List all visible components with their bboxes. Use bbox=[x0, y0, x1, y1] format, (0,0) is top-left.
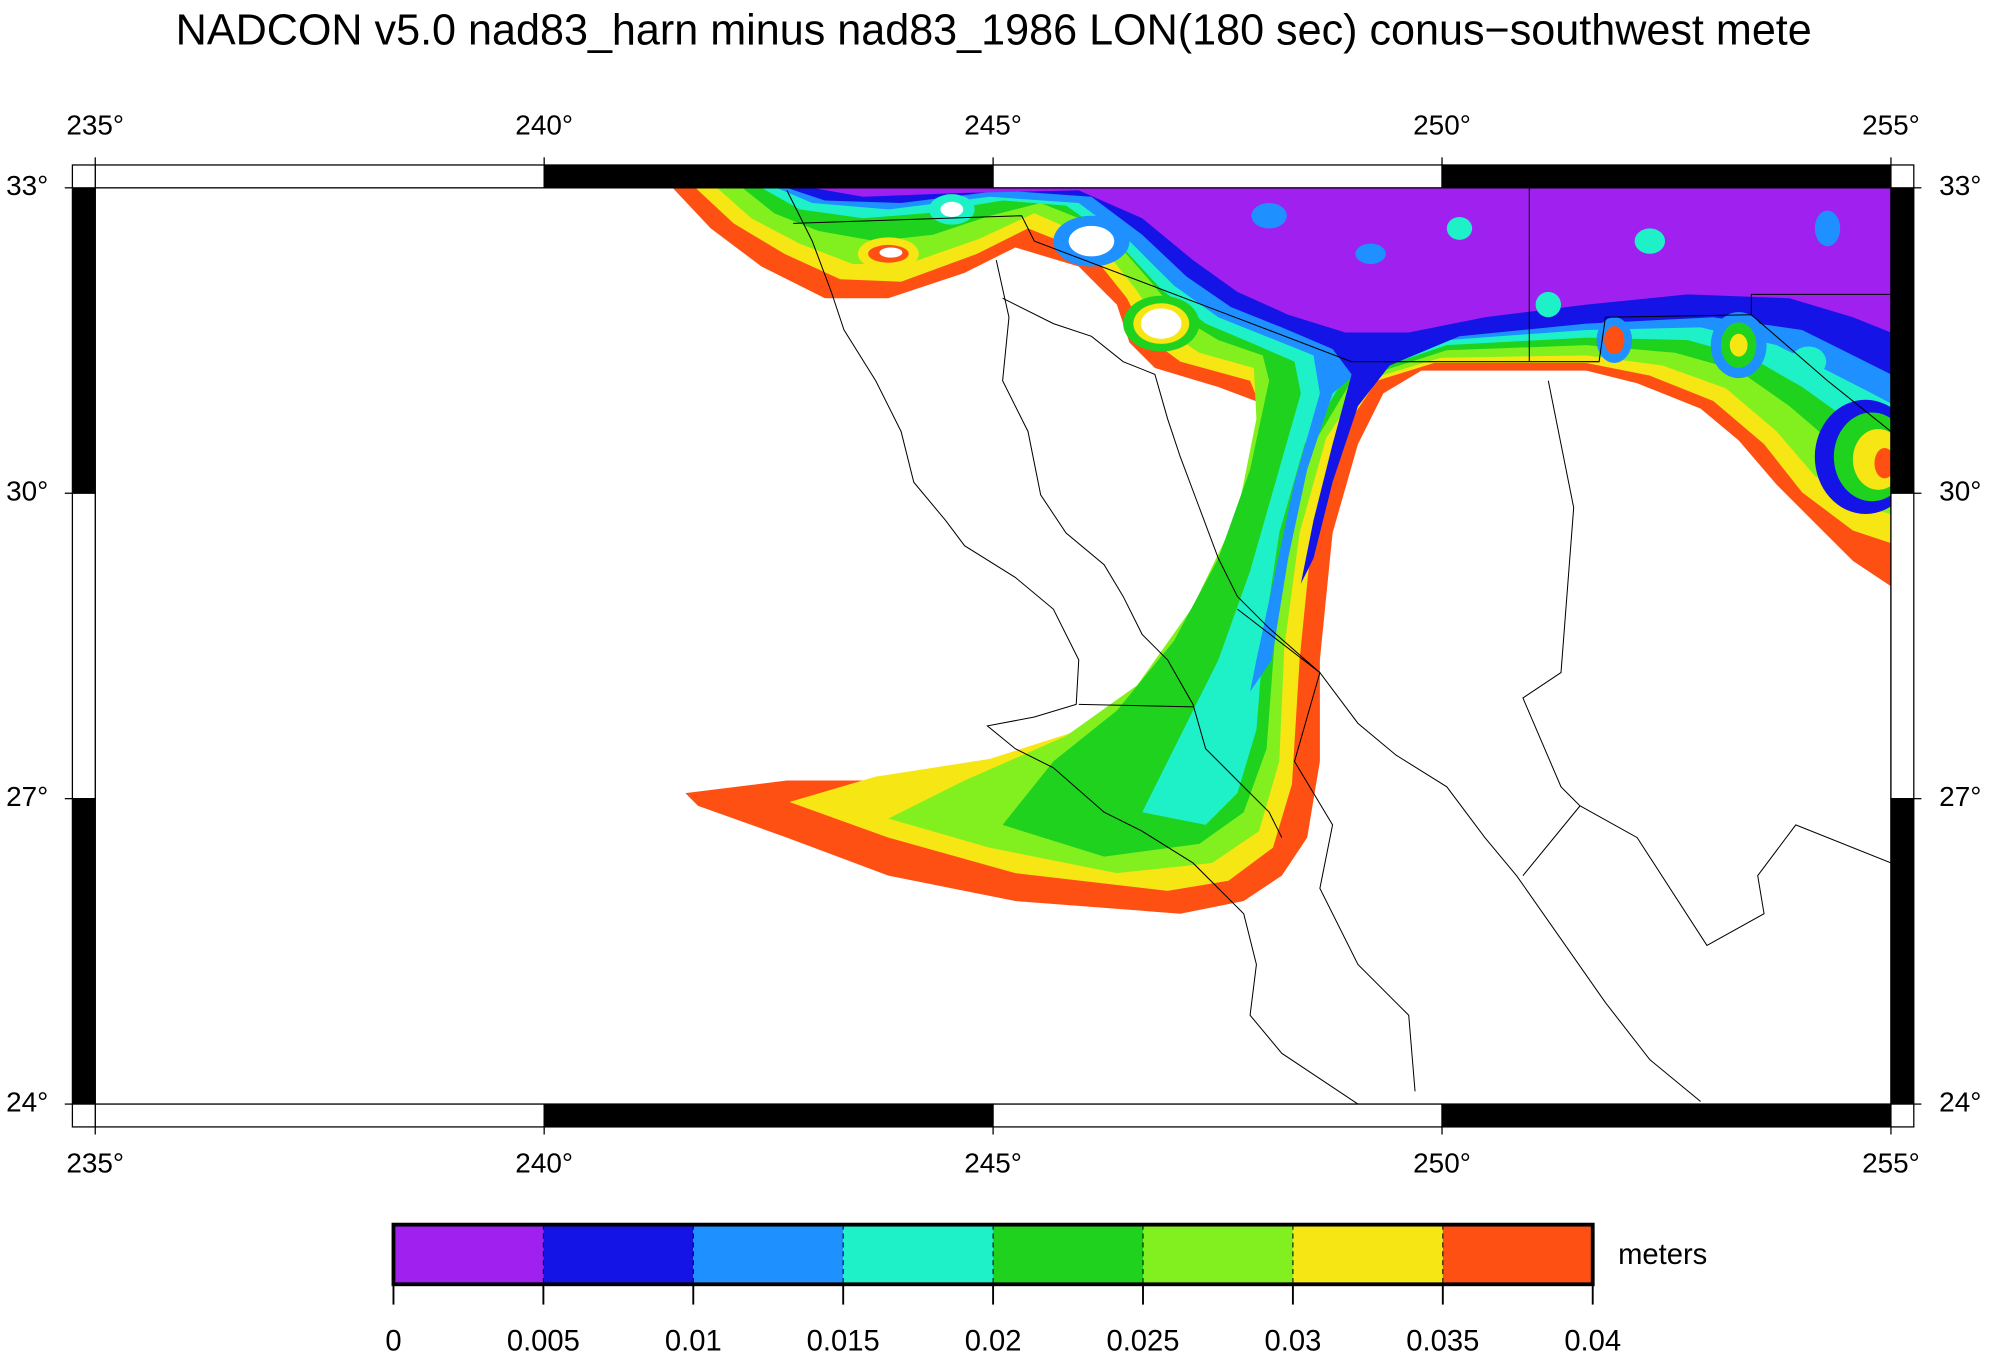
colorbar-tick-label: 0.035 bbox=[1406, 1325, 1479, 1357]
colorbar-tick-label: 0.02 bbox=[965, 1325, 1022, 1357]
colorbar-bin bbox=[843, 1224, 994, 1285]
lon-label: 245° bbox=[964, 109, 1022, 140]
colorbar-bin bbox=[693, 1224, 844, 1285]
frame-corner bbox=[71, 1103, 96, 1128]
lon-label: 240° bbox=[515, 1147, 573, 1178]
colorbar-tick-label: 0 bbox=[385, 1325, 401, 1357]
lat-label: 30° bbox=[6, 476, 48, 507]
frame-segment bbox=[543, 164, 994, 189]
frame-segment bbox=[1890, 187, 1915, 494]
frame-segment bbox=[543, 1103, 994, 1128]
lon-label: 245° bbox=[964, 1147, 1022, 1178]
colorbar-label: meters bbox=[1618, 1239, 1707, 1271]
lat-label: 24° bbox=[1939, 1086, 1981, 1117]
frame-segment bbox=[71, 798, 96, 1105]
lon-label: 235° bbox=[66, 109, 124, 140]
colorbar-bin bbox=[1143, 1224, 1293, 1285]
colorbar-tick-label: 0.03 bbox=[1265, 1325, 1322, 1357]
colorbar-bin bbox=[543, 1224, 694, 1285]
frame-corner bbox=[1890, 1103, 1915, 1128]
lat-label: 30° bbox=[1939, 476, 1981, 507]
coastline bbox=[995, 260, 1283, 838]
colorbar-tick-label: 0.015 bbox=[807, 1325, 880, 1357]
lat-label: 33° bbox=[6, 170, 48, 201]
colorbar-tick-label: 0.01 bbox=[665, 1325, 722, 1357]
colorbar-bin bbox=[1442, 1224, 1593, 1285]
frame-segment bbox=[94, 1103, 545, 1128]
lon-label: 250° bbox=[1413, 1147, 1471, 1178]
frame-segment bbox=[71, 187, 96, 494]
lat-label: 24° bbox=[6, 1086, 48, 1117]
colorbar-tick-label: 0.005 bbox=[507, 1325, 580, 1357]
colorbar-bin bbox=[993, 1224, 1144, 1285]
frame-segment bbox=[1890, 492, 1915, 800]
lon-label: 250° bbox=[1413, 109, 1471, 140]
colorbar-tick-label: 0.04 bbox=[1564, 1325, 1621, 1357]
lon-label: 255° bbox=[1862, 109, 1920, 140]
colorbar-bin bbox=[1292, 1224, 1443, 1285]
frame-segment bbox=[94, 164, 545, 189]
lon-label: 255° bbox=[1862, 1147, 1920, 1178]
border bbox=[793, 215, 1891, 363]
frame-segment bbox=[71, 492, 96, 800]
frame-corner bbox=[1890, 164, 1915, 189]
lat-label: 27° bbox=[6, 781, 48, 812]
coastline bbox=[1002, 297, 1701, 1102]
lat-label: 33° bbox=[1939, 170, 1981, 201]
coastline bbox=[786, 190, 1359, 1105]
frame-segment bbox=[992, 1103, 1443, 1128]
border bbox=[1078, 187, 1891, 1092]
field-purple bbox=[812, 187, 1891, 333]
field-spots bbox=[857, 194, 1891, 514]
colorbar-bin bbox=[393, 1224, 544, 1285]
map-field bbox=[672, 187, 1891, 1105]
lon-label: 240° bbox=[515, 109, 573, 140]
frame-segment bbox=[1441, 1103, 1892, 1128]
frame-segment bbox=[992, 164, 1443, 189]
frame-segment bbox=[1890, 798, 1915, 1105]
frame-segment bbox=[1441, 164, 1892, 189]
title: NADCON v5.0 nad83_harn minus nad83_1986 … bbox=[176, 6, 1812, 54]
colorbar-tick-label: 0.025 bbox=[1106, 1325, 1179, 1357]
lat-label: 27° bbox=[1939, 781, 1981, 812]
lon-label: 235° bbox=[66, 1147, 124, 1178]
frame-corner bbox=[71, 164, 96, 189]
